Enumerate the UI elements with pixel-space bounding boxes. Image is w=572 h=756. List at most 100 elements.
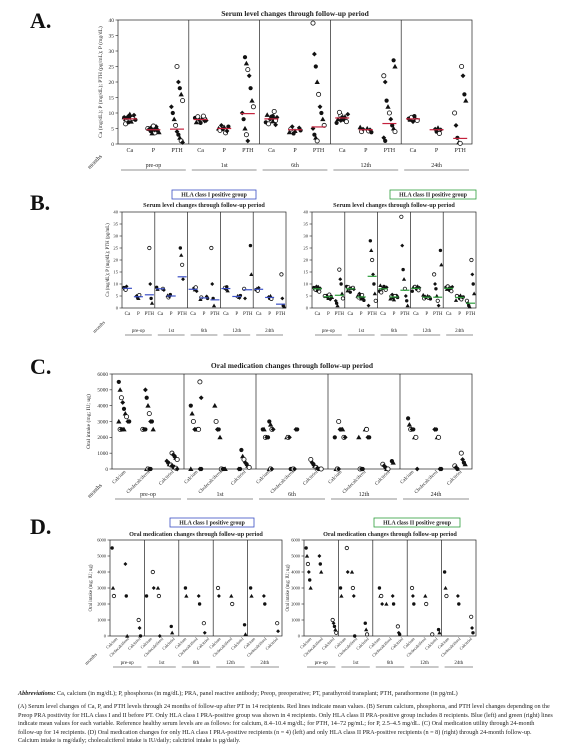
months-label: months	[93, 321, 107, 335]
data-point-calcium	[190, 419, 196, 425]
data-point-pth	[434, 287, 438, 291]
data-point-cholecalciferol	[197, 602, 202, 606]
data-point-cholecalciferol	[230, 601, 235, 607]
data-point-p	[224, 128, 230, 134]
data-point-calcium	[261, 426, 267, 432]
data-point-calcitriol	[430, 632, 435, 637]
data-point-pth	[382, 79, 388, 85]
data-point-p	[360, 126, 366, 132]
category-label: Calcitriol	[161, 636, 176, 651]
data-point-pth	[168, 104, 174, 110]
data-point-pth	[242, 55, 248, 60]
data-point-calcitriol	[470, 626, 475, 630]
data-point-cholecalciferol	[149, 419, 154, 424]
data-point-pth	[242, 125, 248, 131]
data-point-calcium	[332, 435, 337, 440]
category-label: P	[425, 312, 428, 317]
data-point-calcium	[215, 585, 221, 591]
badge-hla-class-ii-label: HLA class II positive group	[399, 193, 467, 199]
plot-frame	[109, 539, 283, 637]
data-point-cholecalciferol	[391, 602, 396, 606]
plot-frame	[111, 373, 473, 470]
data-point-pth	[383, 138, 388, 143]
category-label: Calcitriol	[321, 636, 336, 651]
data-point-cholecalciferol	[350, 585, 355, 591]
badge-hla-class-i-d-box	[169, 517, 255, 528]
data-point-cholecalciferol	[433, 427, 439, 432]
category-label: Calcitriol	[231, 469, 248, 486]
data-point-p	[218, 122, 224, 128]
data-point-cholecalciferol	[222, 466, 228, 471]
data-point-pth	[471, 282, 475, 286]
data-point-ca	[225, 288, 230, 293]
data-point-p	[289, 124, 295, 130]
data-point-pth	[245, 138, 251, 144]
months-label: months	[87, 482, 104, 499]
data-point-pth	[209, 245, 214, 251]
data-point-pth	[246, 73, 252, 79]
data-point-p	[436, 130, 442, 136]
data-point-calcium	[118, 395, 124, 401]
data-point-calcitriol	[136, 617, 141, 623]
data-point-pth	[210, 282, 215, 286]
data-point-pth	[472, 291, 477, 296]
data-point-calcium	[377, 586, 382, 590]
data-point-pth	[282, 304, 287, 309]
data-point-pth	[243, 296, 247, 301]
data-point-p	[226, 124, 231, 129]
badge-hla-class-i: HLA class I positive group	[171, 189, 257, 200]
data-point-calcium	[188, 403, 193, 408]
y-tick-label: 25	[109, 64, 115, 70]
badge-hla-class-i-label: HLA class I positive group	[181, 193, 247, 199]
data-point-pth	[436, 303, 441, 308]
data-point-pth	[181, 277, 185, 282]
y-axis-label: Oral intake (mg; IU; ug)	[85, 394, 92, 449]
category-label: Ca	[125, 312, 131, 317]
data-point-pth	[435, 298, 440, 303]
data-point-cholecalciferol	[384, 601, 389, 606]
data-point-calcitriol	[243, 632, 248, 636]
data-point-calcitriol	[363, 621, 367, 625]
category-label: PTH	[466, 312, 476, 317]
data-point-calcitriol	[471, 631, 475, 635]
chart-title-D-left: Oral medication changes through follow-u…	[129, 531, 263, 538]
chart-title-C: Oral medication changes through follow-u…	[211, 361, 374, 370]
data-point-calcitriol	[242, 623, 247, 627]
data-point-cholecalciferol	[351, 594, 356, 598]
category-label: P	[364, 148, 368, 154]
data-point-cholecalciferol	[123, 562, 128, 566]
data-point-calcitriol	[364, 627, 369, 632]
data-point-pth	[180, 140, 186, 145]
panel-letter-a: A.	[30, 8, 52, 33]
data-point-calcium	[339, 426, 346, 432]
data-point-ca	[348, 290, 352, 294]
period-label: 12th	[359, 492, 370, 498]
data-point-calcitriol	[170, 630, 175, 635]
data-point-calcium	[189, 410, 195, 416]
data-point-pth	[463, 97, 469, 103]
y-tick-label: 1000	[291, 618, 301, 623]
data-point-cholecalciferol	[156, 593, 161, 599]
data-point-pth	[310, 126, 316, 131]
data-point-pth	[171, 116, 177, 122]
data-point-pth	[373, 298, 378, 303]
data-point-pth	[400, 243, 405, 248]
y-tick-label: 3000	[291, 586, 301, 591]
data-point-pth	[243, 132, 249, 138]
y-tick-label: 15	[303, 270, 308, 275]
plot-B-right: Serum level changes through follow-up pe…	[303, 202, 477, 336]
data-point-pth	[175, 79, 181, 85]
data-point-calcitriol	[462, 461, 468, 467]
category-label: P	[170, 312, 173, 317]
category-label: Calcitriol	[159, 469, 176, 486]
data-point-ca	[126, 120, 131, 125]
category-label: P	[435, 148, 439, 154]
data-point-pth	[245, 67, 251, 73]
data-point-p	[388, 296, 393, 301]
y-tick-label: 30	[109, 49, 115, 55]
category-label: P	[223, 148, 227, 154]
months-label: months	[87, 153, 104, 170]
data-point-p	[458, 293, 463, 298]
category-label: Ca	[268, 148, 275, 154]
y-axis-label: Oral intake (mg; IU; ug)	[89, 564, 94, 611]
